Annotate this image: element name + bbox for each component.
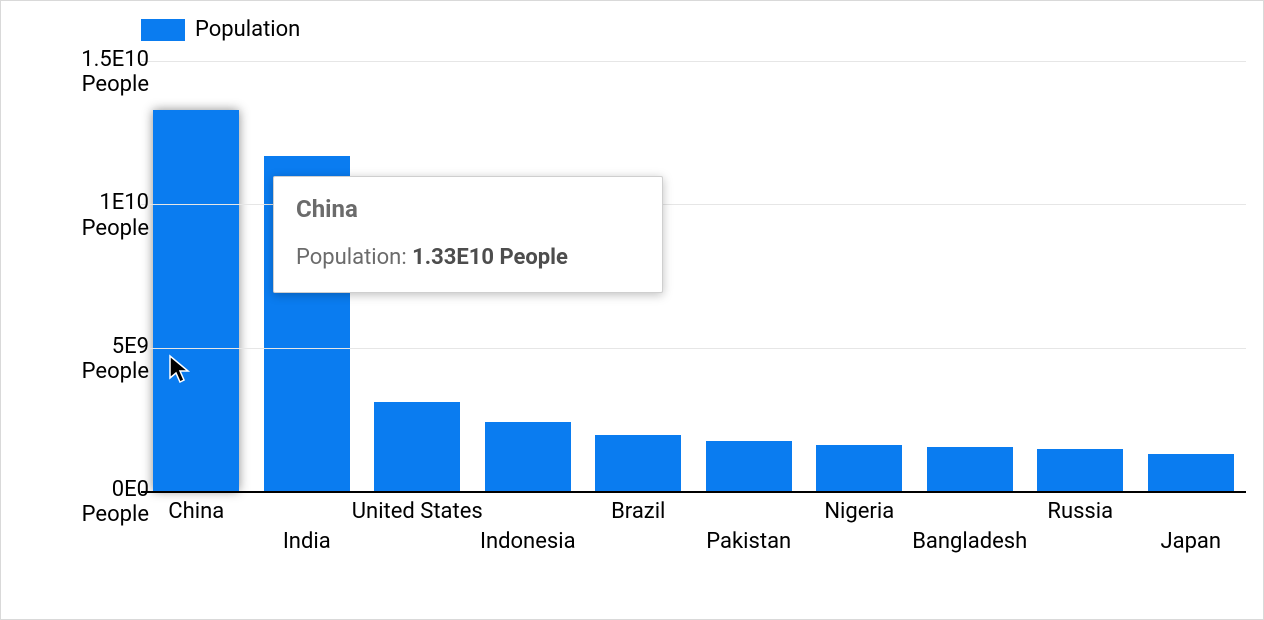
y-tick-label: 5E9People bbox=[29, 334, 149, 385]
x-axis-labels: China India United States Indonesia Brazil Pa… bbox=[141, 499, 1246, 569]
bar[interactable] bbox=[706, 441, 792, 491]
x-tick-label: Indonesia bbox=[480, 529, 576, 554]
y-tick-value: 1E10 bbox=[29, 190, 149, 215]
bar[interactable] bbox=[153, 110, 239, 491]
bar[interactable] bbox=[816, 445, 902, 491]
y-tick-label: 0E0People bbox=[29, 477, 149, 528]
legend-label: Population bbox=[195, 17, 300, 42]
y-tick-value: 1.5E10 bbox=[29, 47, 149, 72]
bar[interactable] bbox=[374, 402, 460, 491]
bar[interactable] bbox=[485, 422, 571, 491]
x-tick-label: India bbox=[283, 529, 331, 554]
x-tick-label: Bangladesh bbox=[912, 529, 1027, 554]
bar[interactable] bbox=[595, 435, 681, 491]
x-tick-label: Brazil bbox=[611, 499, 665, 524]
y-tick-unit: People bbox=[29, 502, 149, 527]
y-tick-value: 5E9 bbox=[29, 334, 149, 359]
bar[interactable] bbox=[1037, 449, 1123, 491]
tooltip-metric-value: 1.33E10 People bbox=[412, 245, 568, 270]
x-axis-line bbox=[141, 491, 1246, 493]
chart-frame: Population China India United States Indone… bbox=[0, 0, 1264, 620]
tooltip-metric-label: Population bbox=[296, 245, 401, 270]
y-tick-unit: People bbox=[29, 359, 149, 384]
bar[interactable] bbox=[1148, 454, 1234, 491]
tooltip-title: China bbox=[296, 195, 640, 223]
legend-swatch bbox=[141, 19, 185, 41]
x-tick-label: Japan bbox=[1160, 529, 1221, 554]
y-tick-label: 1E10People bbox=[29, 190, 149, 241]
x-tick-label: Pakistan bbox=[706, 529, 791, 554]
gridline bbox=[141, 61, 1246, 62]
y-tick-label: 1.5E10People bbox=[29, 47, 149, 98]
tooltip-colon: : bbox=[401, 245, 412, 270]
x-tick-label: Nigeria bbox=[824, 499, 894, 524]
y-tick-unit: People bbox=[29, 216, 149, 241]
x-tick-label: China bbox=[168, 499, 224, 524]
tooltip: China Population: 1.33E10 People bbox=[273, 176, 663, 293]
x-tick-label: Russia bbox=[1047, 499, 1113, 524]
x-tick-label: United States bbox=[352, 499, 483, 524]
legend: Population bbox=[141, 17, 300, 42]
y-tick-unit: People bbox=[29, 72, 149, 97]
tooltip-row: Population: 1.33E10 People bbox=[296, 245, 640, 270]
y-tick-value: 0E0 bbox=[29, 477, 149, 502]
bar[interactable] bbox=[927, 447, 1013, 491]
gridline bbox=[141, 348, 1246, 349]
